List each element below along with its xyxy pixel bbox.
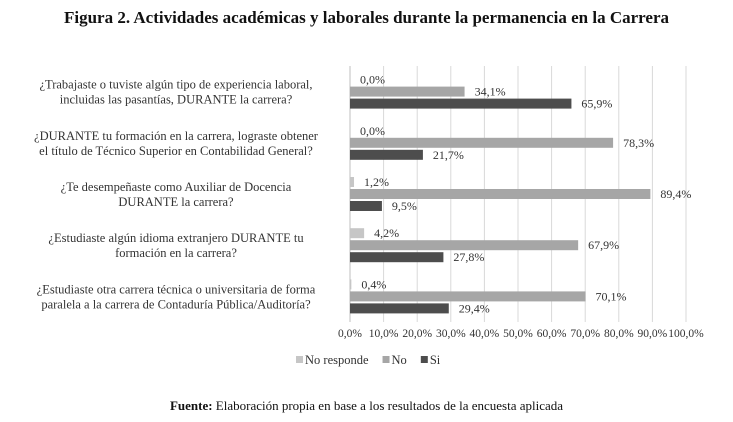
x-tick-label: 70,0% — [570, 328, 600, 340]
bar-si — [350, 149, 423, 160]
data-label: 67,9% — [588, 238, 619, 252]
data-label: 0,0% — [360, 124, 385, 138]
legend-label: Si — [430, 353, 441, 367]
category-label: ¿DURANTE tu formación en la carrera, log… — [34, 129, 319, 143]
bar-si — [350, 98, 572, 109]
bar-si — [350, 303, 449, 314]
bar-no — [350, 240, 579, 251]
figure-title: Figura 2. Actividades académicas y labor… — [63, 8, 669, 27]
data-label: 78,3% — [623, 136, 654, 150]
category-label: el título de Técnico Superior en Contabi… — [39, 144, 313, 158]
data-label: 65,9% — [581, 97, 612, 111]
bar-no-responde — [350, 177, 355, 187]
figure-source: Fuente: Elaboración propia en base a los… — [0, 398, 733, 414]
data-label: 70,1% — [596, 289, 627, 303]
data-label: 0,4% — [361, 277, 386, 291]
category-label: formación en la carrera? — [115, 246, 237, 260]
category-label: incluidas las pasantías, DURANTE la carr… — [60, 93, 293, 107]
bar-no — [350, 291, 586, 302]
data-label: 89,4% — [660, 187, 691, 201]
x-tick-label: 50,0% — [503, 328, 533, 340]
legend-label: No — [392, 353, 407, 367]
bar-no — [350, 189, 651, 199]
data-label: 29,4% — [459, 301, 490, 315]
category-label: paralela a la carrera de Contaduría Públ… — [41, 297, 311, 311]
category-label: ¿Te desempeñaste como Auxiliar de Docenc… — [61, 180, 292, 194]
data-label: 21,7% — [433, 148, 464, 162]
data-label: 1,2% — [364, 175, 389, 189]
category-label: ¿Trabajaste o tuviste algún tipo de expe… — [39, 78, 312, 92]
bar-no-responde — [350, 279, 352, 290]
data-label: 9,5% — [392, 199, 417, 213]
source-label: Fuente: — [169, 398, 213, 413]
x-tick-label: 40,0% — [470, 328, 500, 340]
data-label: 0,0% — [360, 73, 385, 87]
legend-label: No responde — [305, 353, 369, 367]
legend-swatch-si — [420, 356, 428, 363]
x-tick-label: 60,0% — [537, 328, 567, 340]
data-label: 27,8% — [453, 250, 484, 264]
data-label: 34,1% — [475, 85, 506, 99]
category-label: ¿Estudiaste otra carrera técnica o unive… — [37, 282, 316, 296]
source-text: Elaboración propia en base a los resulta… — [212, 398, 564, 413]
x-tick-label: 10,0% — [369, 328, 399, 340]
bar-no — [350, 137, 614, 148]
data-label: 4,2% — [374, 226, 399, 240]
category-label: ¿Estudiaste algún idioma extranjero DURA… — [48, 231, 304, 245]
category-label: DURANTE la carrera? — [118, 195, 234, 209]
legend-swatch-no — [382, 356, 390, 363]
x-tick-label: 80,0% — [604, 328, 634, 340]
x-tick-label: 20,0% — [402, 328, 432, 340]
x-tick-label: 30,0% — [436, 328, 466, 340]
x-tick-label: 100,0% — [668, 328, 704, 340]
x-tick-label: 0,0% — [338, 328, 362, 340]
legend-swatch-no-responde — [296, 356, 303, 363]
bar-si — [350, 201, 382, 211]
bar-no-responde — [350, 228, 365, 239]
bar-si — [350, 252, 444, 263]
x-tick-label: 90,0% — [638, 328, 668, 340]
bar-no — [350, 86, 465, 97]
